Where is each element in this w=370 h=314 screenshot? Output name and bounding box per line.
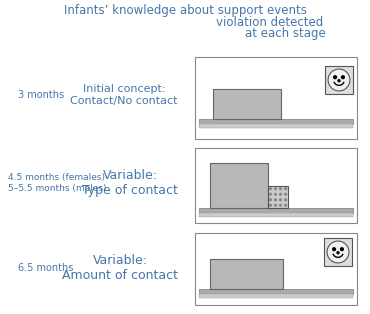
Bar xyxy=(195,148,357,223)
Circle shape xyxy=(285,199,286,201)
Circle shape xyxy=(285,188,286,190)
Bar xyxy=(195,233,357,305)
Circle shape xyxy=(275,193,276,195)
Bar xyxy=(268,186,288,208)
Bar xyxy=(324,238,352,266)
Circle shape xyxy=(333,248,336,251)
Bar xyxy=(199,119,353,124)
Text: 3 months: 3 months xyxy=(18,90,64,100)
Bar xyxy=(199,213,353,217)
Bar xyxy=(213,89,281,119)
Text: Variable:
Amount of contact: Variable: Amount of contact xyxy=(62,254,178,282)
Circle shape xyxy=(285,193,286,195)
Circle shape xyxy=(328,69,350,91)
Circle shape xyxy=(280,193,282,195)
Text: 4.5 months (females)
5–5.5 months (males): 4.5 months (females) 5–5.5 months (males… xyxy=(8,173,107,193)
Circle shape xyxy=(327,241,349,263)
Circle shape xyxy=(270,193,272,195)
Circle shape xyxy=(280,199,282,201)
Bar xyxy=(199,124,353,128)
Text: at each stage: at each stage xyxy=(245,27,325,40)
Circle shape xyxy=(337,252,339,254)
Circle shape xyxy=(338,80,340,82)
Circle shape xyxy=(275,204,276,206)
Circle shape xyxy=(270,199,272,201)
Bar xyxy=(199,208,353,213)
Circle shape xyxy=(270,188,272,190)
Text: Variable:
Type of contact: Variable: Type of contact xyxy=(82,169,178,197)
Circle shape xyxy=(270,204,272,206)
Circle shape xyxy=(285,204,286,206)
Text: violation detected: violation detected xyxy=(216,16,324,29)
Circle shape xyxy=(275,188,276,190)
Bar xyxy=(210,259,283,289)
Circle shape xyxy=(334,76,336,78)
Circle shape xyxy=(342,76,344,78)
Circle shape xyxy=(280,204,282,206)
Bar xyxy=(195,57,357,139)
Bar xyxy=(199,294,353,298)
Bar xyxy=(325,66,353,94)
Circle shape xyxy=(340,248,343,251)
Circle shape xyxy=(280,188,282,190)
Text: Initial concept:
Contact/No contact: Initial concept: Contact/No contact xyxy=(71,84,178,106)
Bar xyxy=(210,163,268,208)
Bar xyxy=(199,289,353,294)
Text: Infants’ knowledge about support events: Infants’ knowledge about support events xyxy=(64,4,306,17)
Circle shape xyxy=(275,199,276,201)
Text: 6.5 months: 6.5 months xyxy=(18,263,73,273)
